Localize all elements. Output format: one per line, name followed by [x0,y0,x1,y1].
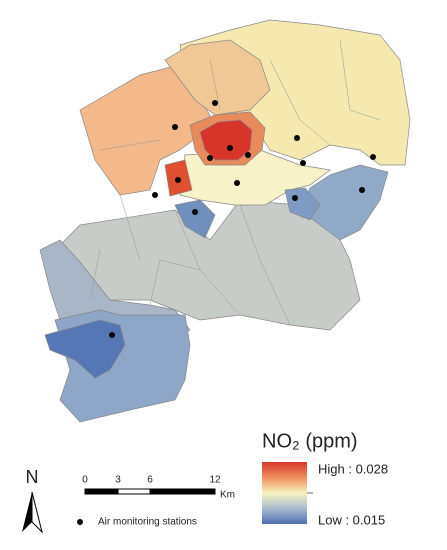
choropleth-map [39,19,411,423]
station-marker [227,145,233,151]
region [199,119,253,161]
scale-tick-label: 3 [115,475,121,486]
station-marker [245,152,251,158]
region [44,319,126,379]
scale-unit: Km [220,490,235,501]
station-marker [212,100,218,106]
station-marker [359,187,365,193]
region [174,199,216,239]
station-marker [292,195,298,201]
station-marker [294,135,300,141]
legend-low-label: Low : 0.015 [318,512,385,527]
station-marker [152,192,158,198]
station-marker [234,180,240,186]
stations [109,100,376,338]
station-marker [175,177,181,183]
scale-tick-label: 12 [209,475,221,486]
station-marker [192,209,198,215]
arrow [31,491,43,534]
station-marker [172,124,178,130]
scale-segment [84,488,119,495]
color-ramp [262,462,307,524]
north-label: N [26,467,39,487]
district-border [89,39,381,326]
legend-title: NO₂ (ppm) [262,430,358,452]
scale-bar: 0 3 6 12 Km [82,475,235,501]
station-legend: Air monitoring stations [77,517,197,528]
station-marker [207,155,213,161]
station-marker [370,154,376,160]
scale-tick-label: 6 [147,475,153,486]
north-arrow: N [22,467,43,534]
legend-high-label: High : 0.028 [318,461,388,476]
station-marker [109,332,115,338]
scale-segment [149,488,216,495]
station-legend-label: Air monitoring stations [98,517,197,528]
color-legend: NO₂ (ppm) High : 0.028 Low : 0.015 [262,430,388,527]
arrow [22,492,32,532]
station-marker [300,160,306,166]
station-symbol [77,519,83,525]
scale-tick-label: 0 [82,475,88,486]
region [164,39,271,116]
scale-segment [117,488,151,495]
